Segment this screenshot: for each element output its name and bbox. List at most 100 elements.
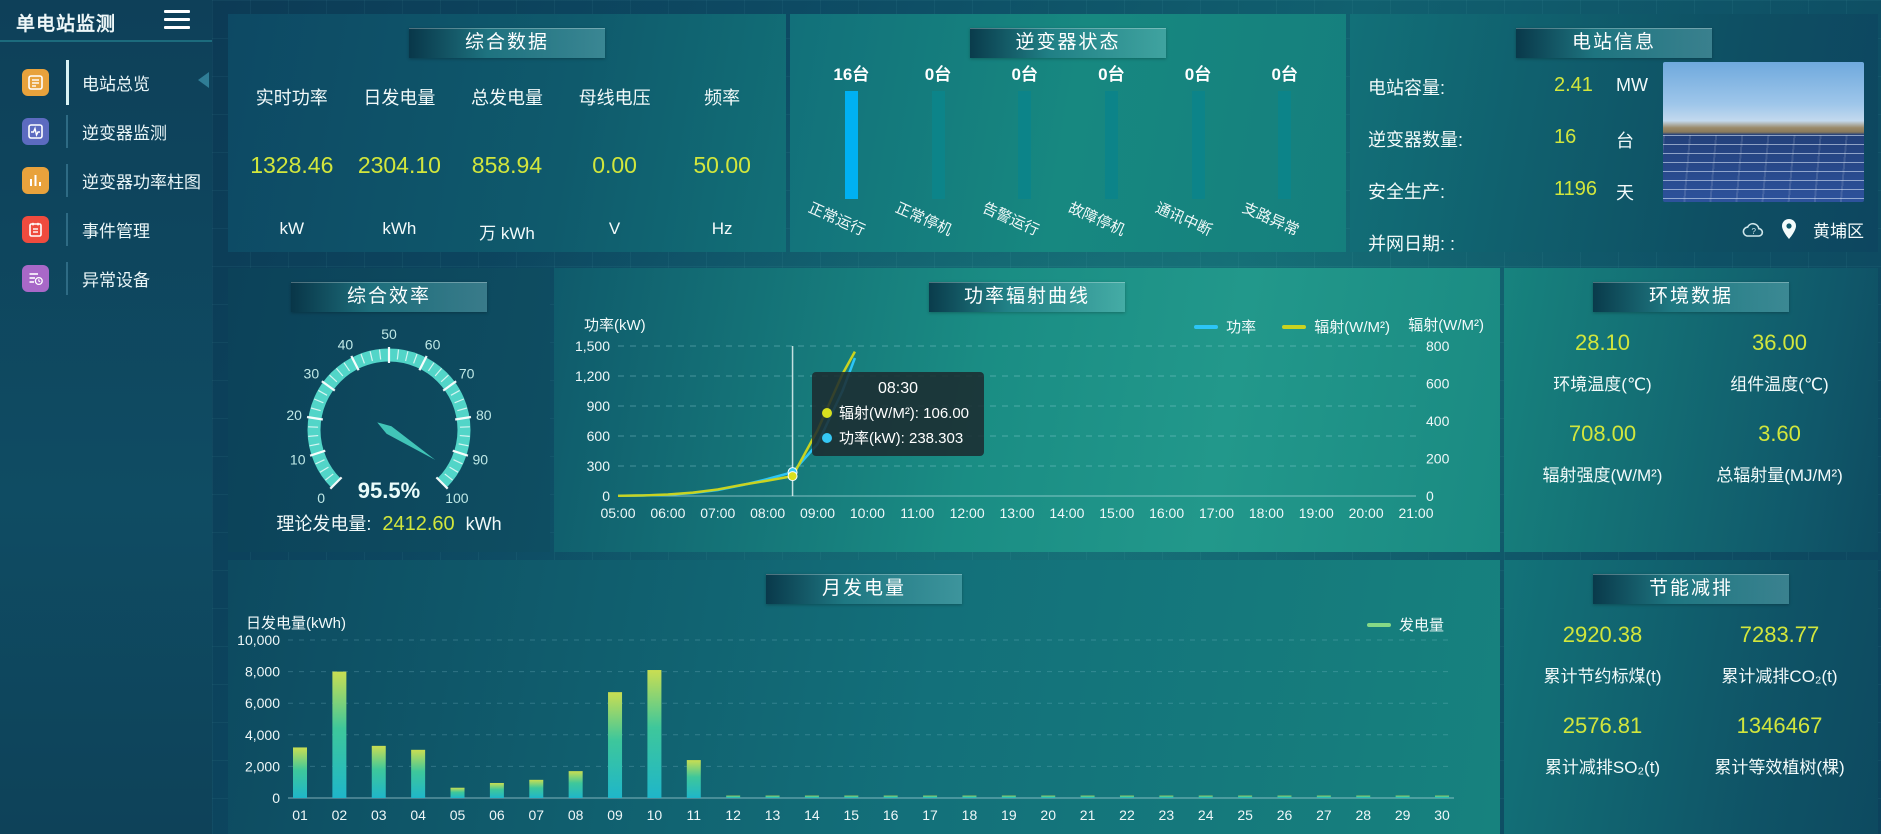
- summary-metric-1: 实时功率 1328.46 kW: [238, 72, 346, 240]
- sidebar-item-label: 异常设备: [82, 271, 150, 290]
- svg-text:0: 0: [602, 488, 610, 504]
- station-info-value: 16: [1554, 126, 1577, 148]
- panel-monthly-generation: 月发电量 日发电量(kWh) 发电量 0 2,000 4,000 6,000 8,000…: [228, 560, 1500, 834]
- panel-station-info: 电站信息 电站容量: 2.41 MW 逆变器数量: 16 台安全生产: 1196 天并网日期:…: [1350, 14, 1878, 252]
- savings-label: 累计减排CO₂(t): [1721, 667, 1838, 686]
- svg-text:0: 0: [317, 490, 325, 506]
- sidebar: 单电站监测 电站总览 逆变器监测逆变器功率柱图事件管理异常设备: [0, 0, 212, 834]
- environment-label: 组件温度(℃): [1730, 375, 1829, 394]
- environment-item-2: 36.00 组件温度(℃): [1691, 330, 1868, 395]
- abnormal-device-icon: [22, 265, 49, 292]
- station-info-unit: 天: [1616, 183, 1634, 203]
- daily-generation-bar: [529, 779, 544, 798]
- svg-text:12:00: 12:00: [950, 505, 985, 521]
- sidebar-collapse-arrow-icon[interactable]: [198, 72, 209, 88]
- svg-text:30: 30: [1434, 807, 1450, 823]
- panel-title-monthly: 月发电量: [766, 574, 962, 604]
- daily-generation-bar: [293, 747, 307, 798]
- power-radiation-line-chart[interactable]: 0 300 600 900 1,200 1,500 0 200 400 600 800 05:00 06…: [554, 268, 1500, 552]
- savings-item-3: 2576.81 累计减排SO₂(t): [1514, 713, 1691, 778]
- tooltip-time: 08:30: [877, 380, 919, 397]
- gauge-chart: 0 10 20 30 40 50 60 70 80 90 100: [286, 326, 491, 506]
- legend-item-power[interactable]: 功率: [1194, 316, 1256, 337]
- daily-generation-bar: [1356, 795, 1371, 798]
- sidebar-item-5[interactable]: 异常设备: [0, 254, 212, 303]
- environment-item-4: 3.60 总辐射量(MJ/M²): [1691, 421, 1868, 486]
- sidebar-item-2[interactable]: 逆变器监测: [0, 107, 212, 156]
- app-title: 单电站监测: [16, 14, 117, 35]
- svg-text:900: 900: [587, 398, 611, 414]
- svg-text:09:00: 09:00: [800, 505, 835, 521]
- metric-value: 50.00: [693, 152, 751, 178]
- daily-generation-bar: [568, 771, 583, 798]
- daily-generation-bar: [608, 692, 623, 798]
- summary-metric-3: 总发电量 858.94 万 kWh: [453, 72, 561, 243]
- svg-text:23: 23: [1159, 807, 1175, 823]
- svg-text:400: 400: [1426, 413, 1450, 429]
- sidebar-item-4[interactable]: 事件管理: [0, 205, 212, 254]
- theoretical-generation-value: 2412.60: [382, 513, 455, 535]
- chart-tooltip: 08:30 辐射(W/M²): 106.00 功率(kW): 238.303: [812, 372, 984, 456]
- tooltip-dot: [822, 432, 832, 443]
- station-info-value: 2.41: [1554, 74, 1593, 96]
- daily-generation-bar: [1080, 795, 1095, 798]
- savings-value: 2920.38: [1562, 622, 1643, 647]
- panel-environment: 环境数据 28.10 环境温度(℃) 36.00 组件温度(℃) 708.00 辐射强度(…: [1504, 268, 1878, 552]
- panel-title-summary: 综合数据: [409, 28, 605, 58]
- svg-text:09: 09: [607, 807, 623, 823]
- hamburger-menu-icon[interactable]: [164, 10, 190, 30]
- efficiency-footer: 理论发电量: 2412.60 kWh: [228, 510, 550, 536]
- environment-item-3: 708.00 辐射强度(W/M²): [1514, 421, 1691, 486]
- panel-summary-data: 综合数据 实时功率 1328.46 kW 日发电量 2304.10 kWh 总发电量 858.…: [228, 14, 786, 252]
- monthly-generation-bar-chart[interactable]: 0 2,000 4,000 6,000 8,000 10,000 01 02 03 04 05 06 0…: [228, 560, 1500, 834]
- daily-generation-bar: [332, 671, 347, 798]
- overview-icon: [22, 69, 49, 96]
- inverter-count: 0台: [1271, 65, 1298, 84]
- svg-text:16: 16: [883, 807, 899, 823]
- panel-inverter-status: 逆变器状态 16台 正常运行 0台 正常停机 0台 告警运行 0台 故障停机 0台 通讯中断 0台支…: [790, 14, 1346, 252]
- svg-text:?: ?: [1752, 227, 1757, 236]
- daily-generation-bar: [1198, 795, 1213, 798]
- station-info-unit: 台: [1616, 131, 1634, 151]
- savings-label: 累计节约标煤(t): [1543, 667, 1662, 686]
- metric-unit: kW: [279, 219, 305, 238]
- sidebar-item-label: 逆变器功率柱图: [82, 173, 201, 192]
- menu-item-rule: [66, 213, 68, 246]
- svg-text:13:00: 13:00: [999, 505, 1034, 521]
- savings-value: 1346467: [1736, 713, 1823, 738]
- inverter-status-bars: 16台 正常运行 0台 正常停机 0台 告警运行 0台 故障停机 0台 通讯中断 0台 支路异常: [806, 58, 1328, 252]
- daily-generation-bar: [726, 795, 741, 798]
- savings-item-1: 2920.38 累计节约标煤(t): [1514, 622, 1691, 687]
- sidebar-item-3[interactable]: 逆变器功率柱图: [0, 156, 212, 205]
- svg-text:01: 01: [292, 807, 308, 823]
- panel-title-inverter-status: 逆变器状态: [970, 28, 1166, 58]
- environment-label: 总辐射量(MJ/M²): [1716, 466, 1843, 485]
- svg-text:08: 08: [568, 807, 584, 823]
- legend-item-generation[interactable]: 发电量: [1366, 614, 1444, 635]
- svg-text:15:00: 15:00: [1099, 505, 1134, 521]
- legend-item-radiation[interactable]: 辐射(W/M²): [1282, 316, 1390, 337]
- svg-text:08:00: 08:00: [750, 505, 785, 521]
- daily-generation-bar: [1238, 795, 1253, 798]
- inverter-count: 0台: [1184, 65, 1212, 84]
- daily-generation-bar: [765, 795, 780, 798]
- inverter-status-item-2: 0台 正常停机: [893, 58, 982, 252]
- metric-label: 母线电压: [578, 88, 651, 108]
- svg-text:06:00: 06:00: [650, 505, 685, 521]
- station-info-row-2: 逆变器数量: 16 台: [1368, 114, 1668, 166]
- inverter-bar: [1191, 91, 1205, 199]
- daily-generation-bar: [804, 795, 819, 798]
- inverter-bar: [844, 91, 858, 199]
- svg-text:0: 0: [1426, 488, 1434, 504]
- svg-text:800: 800: [1426, 338, 1450, 354]
- svg-text:06: 06: [489, 807, 505, 823]
- inverter-status-item-1: 16台 正常运行: [806, 58, 895, 252]
- legend-swatch-generation: [1366, 622, 1391, 627]
- savings-value: 7283.77: [1739, 622, 1820, 647]
- station-weather-row: ? 黄埔区: [1741, 217, 1864, 242]
- metric-unit: V: [608, 219, 621, 238]
- svg-text:20:00: 20:00: [1349, 505, 1384, 521]
- right-axis-name: 辐射(W/M²): [1408, 317, 1484, 334]
- environment-item-1: 28.10 环境温度(℃): [1514, 330, 1691, 395]
- sidebar-item-1[interactable]: 电站总览: [0, 58, 212, 107]
